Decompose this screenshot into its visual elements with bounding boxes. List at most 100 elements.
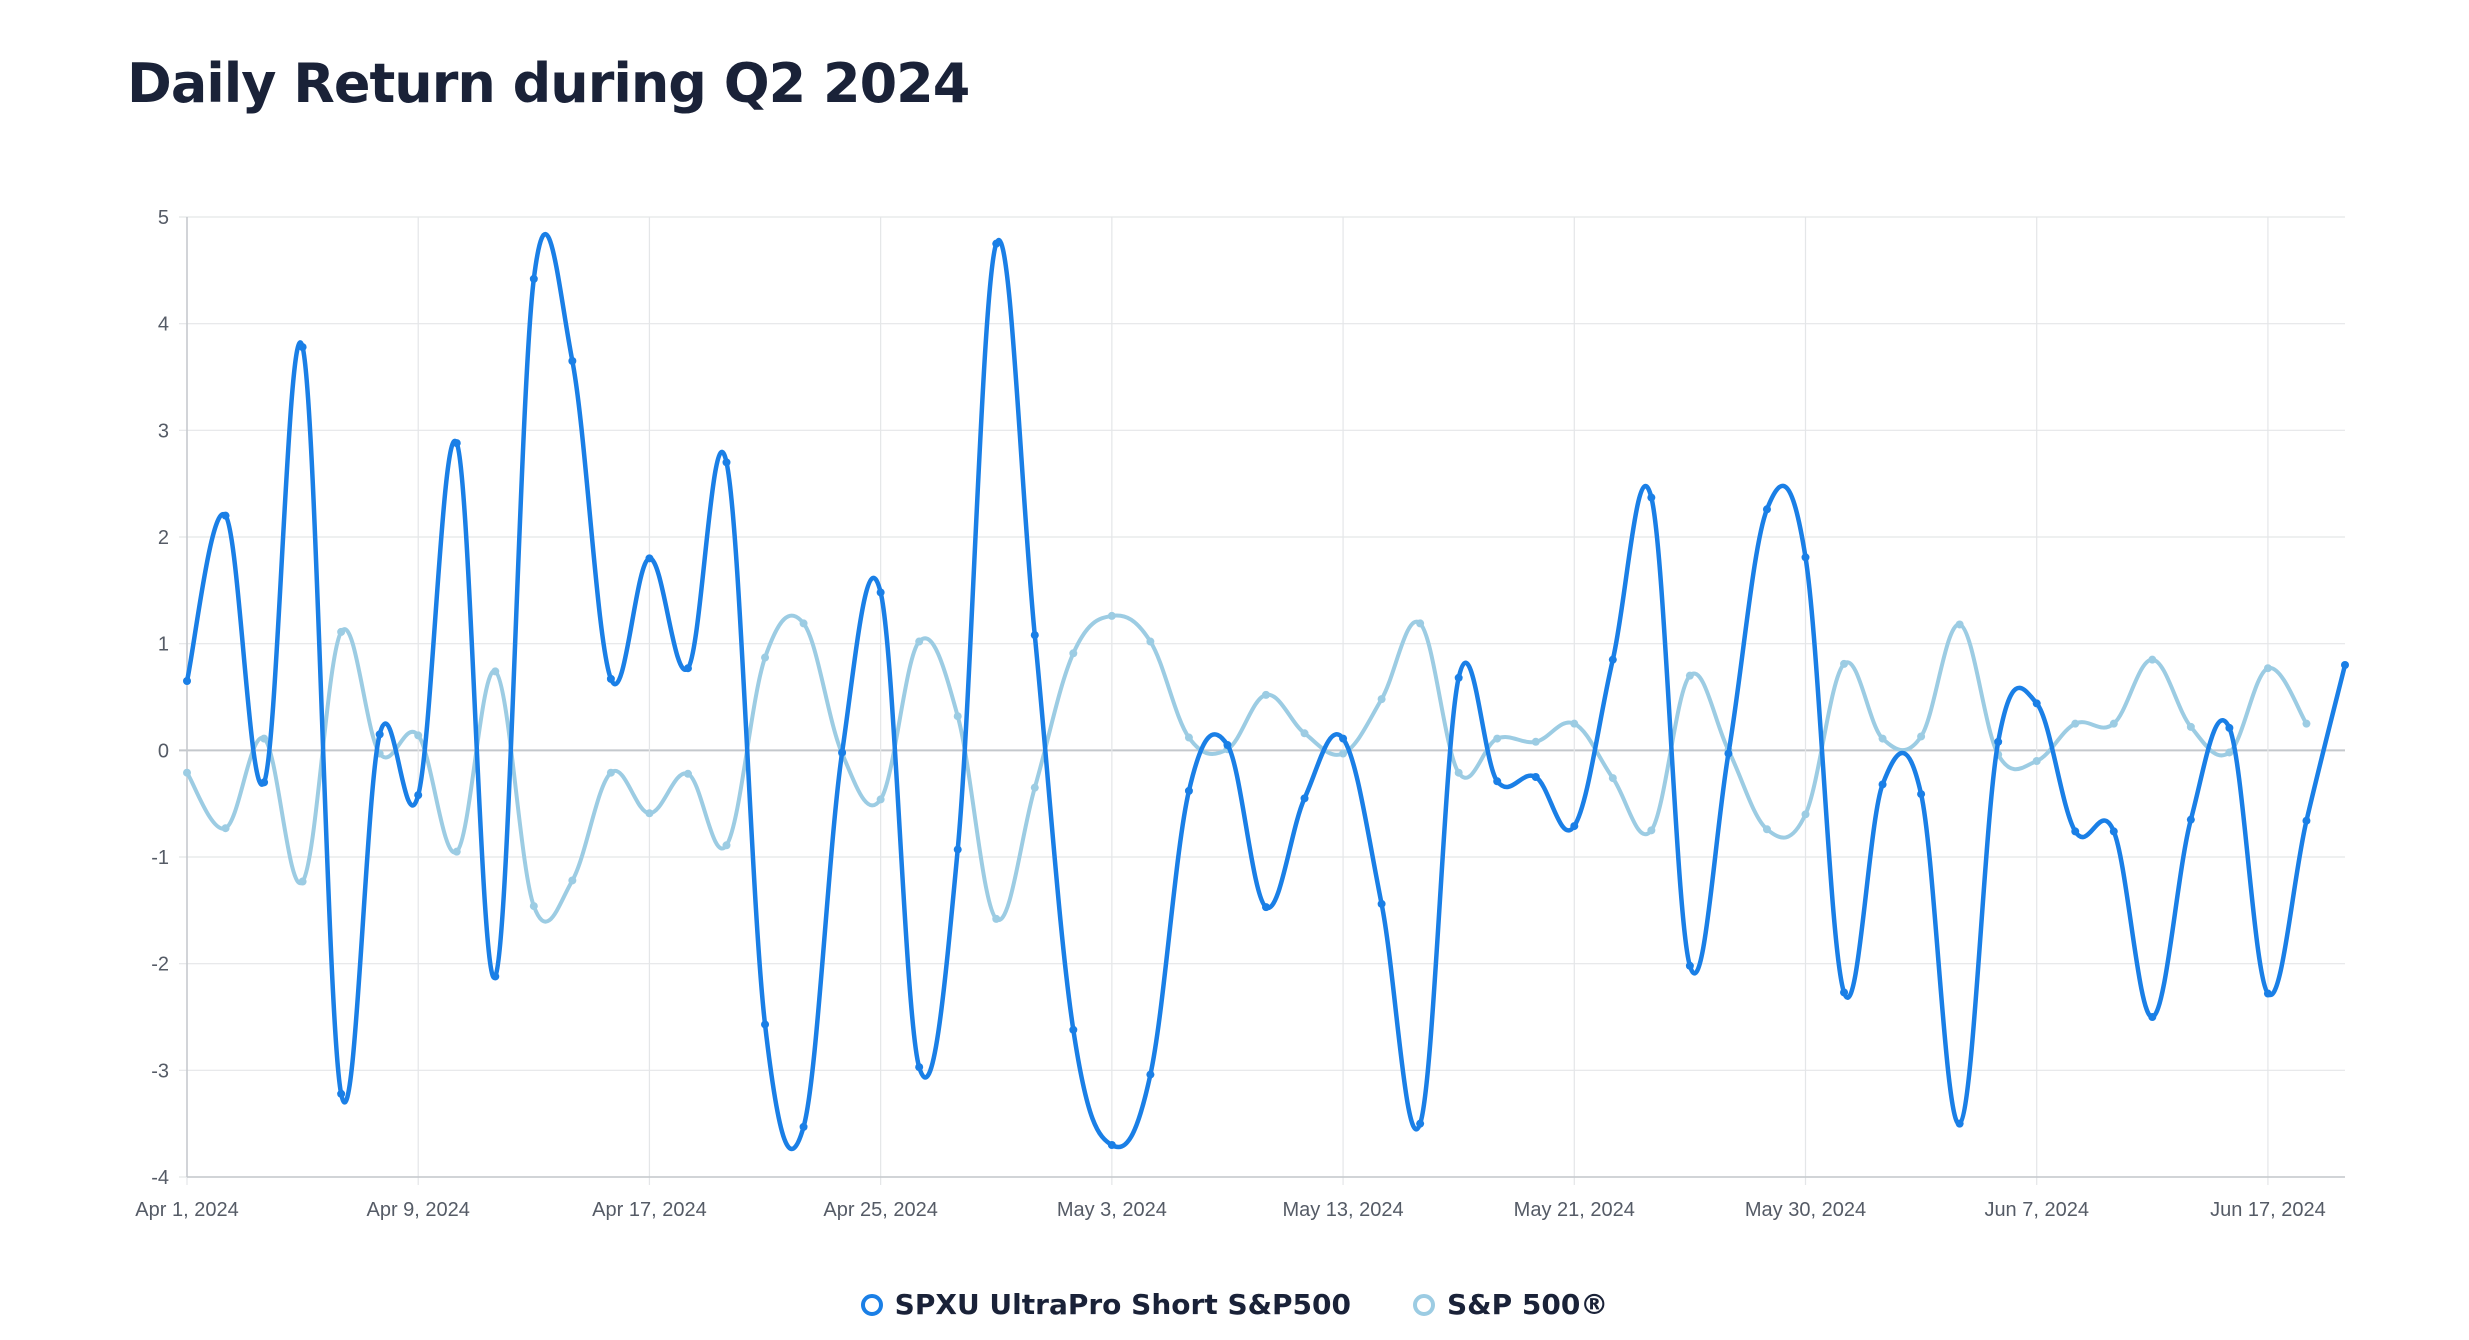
x-tick-label: May 3, 2024 [1057, 1199, 1167, 1221]
series-sp500 [183, 611, 2311, 924]
data-point-sp500 [337, 627, 346, 636]
data-point-spxu [1840, 988, 1849, 997]
data-point-sp500 [1762, 825, 1771, 834]
data-point-sp500 [1531, 737, 1540, 746]
data-point-spxu [1724, 749, 1733, 758]
y-tick-label: -3 [151, 1060, 169, 1082]
data-point-spxu [992, 239, 1001, 248]
series-line-spxu [184, 231, 2348, 1151]
data-point-spxu [2071, 827, 2080, 836]
data-point-sp500 [568, 876, 577, 885]
data-point-spxu [1223, 741, 1232, 749]
data-point-sp500 [1184, 733, 1193, 742]
data-point-spxu [2263, 989, 2272, 998]
x-tick-label: May 30, 2024 [1745, 1199, 1866, 1221]
legend-label-spxu: SPXU UltraPro Short S&P500 [894, 1288, 1351, 1321]
x-tick-label: May 13, 2024 [1282, 1199, 1403, 1221]
data-point-spxu [298, 343, 307, 352]
y-tick-label: 1 [158, 634, 169, 656]
data-point-spxu [1300, 794, 1309, 803]
y-tick-label: 5 [158, 207, 169, 229]
y-tick-label: -1 [151, 847, 169, 869]
data-point-spxu [1685, 961, 1694, 970]
data-point-spxu [1107, 1141, 1116, 1149]
data-point-spxu [1416, 1119, 1425, 1128]
data-point-spxu [915, 1063, 924, 1072]
y-tick-label: 3 [158, 420, 169, 442]
data-point-sp500 [1608, 774, 1617, 783]
y-tick-label: 0 [158, 740, 169, 762]
data-point-spxu [221, 511, 230, 520]
legend-marker-sp500-icon [1413, 1293, 1435, 1316]
data-point-spxu [1570, 822, 1579, 831]
data-point-sp500 [799, 619, 808, 628]
data-point-spxu [1030, 631, 1039, 640]
data-point-spxu [414, 791, 423, 800]
data-point-sp500 [1030, 783, 1039, 792]
data-point-spxu [1531, 773, 1540, 781]
data-point-sp500 [1069, 649, 1078, 658]
data-point-spxu [337, 1089, 346, 1098]
data-point-spxu [1184, 786, 1193, 795]
legend-label-sp500: S&P 500® [1447, 1288, 1609, 1321]
data-point-sp500 [2225, 748, 2234, 757]
data-point-sp500 [1955, 620, 1964, 629]
data-point-sp500 [1377, 695, 1386, 704]
data-point-sp500 [1878, 734, 1887, 743]
data-point-spxu [529, 274, 538, 283]
data-point-spxu [1262, 903, 1270, 912]
data-point-spxu [761, 1020, 770, 1029]
data-point-spxu [2109, 827, 2118, 836]
data-point-spxu [606, 674, 615, 683]
y-tick-label: 2 [158, 527, 169, 549]
data-point-spxu [953, 845, 962, 854]
y-tick-label: -4 [151, 1167, 169, 1189]
data-point-spxu [2225, 723, 2234, 732]
data-point-sp500 [2186, 722, 2195, 731]
data-point-spxu [491, 972, 500, 981]
series-spxu [183, 231, 2349, 1151]
data-point-spxu [1762, 505, 1771, 514]
data-point-sp500 [1146, 637, 1155, 646]
data-point-spxu [1955, 1119, 1964, 1128]
data-point-sp500 [1107, 611, 1116, 620]
data-point-sp500 [1416, 619, 1425, 628]
data-point-sp500 [683, 769, 692, 778]
data-point-spxu [2186, 815, 2195, 824]
data-point-spxu [1917, 790, 1926, 799]
data-point-spxu [1608, 655, 1617, 664]
data-point-spxu [375, 730, 384, 739]
data-point-spxu [1146, 1070, 1155, 1079]
data-point-sp500 [1300, 729, 1309, 738]
legend-item-spxu[interactable]: SPXU UltraPro Short S&P500 [860, 1288, 1351, 1321]
data-point-sp500 [2032, 757, 2041, 765]
data-point-sp500 [1493, 734, 1502, 743]
x-tick-label: Apr 25, 2024 [823, 1199, 938, 1221]
data-point-sp500 [1454, 768, 1463, 777]
data-point-sp500 [2148, 655, 2157, 664]
data-point-spxu [183, 677, 191, 685]
data-point-sp500 [183, 768, 191, 777]
axis-layer: 5 4 3 2 1 0 -1 -2 -3 -4 Apr 1, 2024 Apr 9, 2024 Apr … [135, 207, 2345, 1221]
data-point-spxu [452, 439, 461, 448]
data-point-spxu [645, 554, 654, 563]
x-tick-label: May 21, 2024 [1514, 1199, 1635, 1221]
data-point-sp500 [452, 847, 461, 856]
data-point-sp500 [491, 667, 500, 676]
data-point-sp500 [2263, 664, 2272, 673]
x-tick-label: Apr 17, 2024 [592, 1199, 707, 1221]
data-point-spxu [1454, 673, 1463, 682]
data-point-spxu [2302, 816, 2311, 825]
data-point-spxu [1493, 777, 1502, 786]
data-point-spxu [1069, 1025, 1078, 1034]
data-point-sp500 [2109, 719, 2118, 728]
data-point-sp500 [414, 731, 423, 740]
chart-title: Daily Return during Q2 2024 [127, 52, 970, 115]
data-point-sp500 [1570, 719, 1579, 728]
data-point-sp500 [1339, 749, 1348, 758]
data-point-sp500 [2071, 719, 2080, 728]
data-point-sp500 [1840, 659, 1849, 668]
chart-legend: SPXU UltraPro Short S&P500 S&P 500® [0, 1288, 2469, 1321]
data-point-sp500 [529, 902, 538, 911]
legend-item-sp500[interactable]: S&P 500® [1413, 1288, 1608, 1321]
